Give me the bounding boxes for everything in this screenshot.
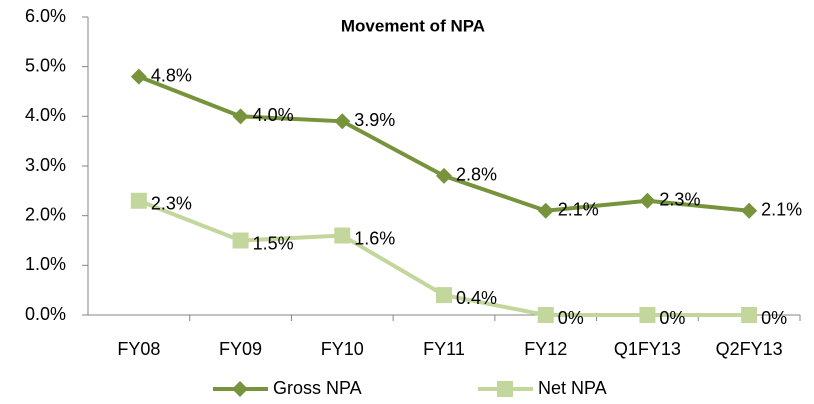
data-point bbox=[232, 232, 249, 249]
data-label: 2.1% bbox=[558, 199, 599, 219]
data-point bbox=[334, 113, 351, 130]
data-label: 4.8% bbox=[151, 65, 192, 85]
data-label: 2.3% bbox=[151, 194, 192, 214]
legend-marker bbox=[497, 381, 513, 397]
legend-marker bbox=[232, 381, 248, 397]
data-label: 2.3% bbox=[659, 190, 700, 210]
x-tick-label: FY12 bbox=[524, 339, 567, 359]
data-point bbox=[232, 108, 249, 125]
x-tick-label: FY10 bbox=[321, 339, 364, 359]
data-label: 0% bbox=[558, 308, 584, 328]
data-point bbox=[741, 202, 758, 219]
legend-label: Net NPA bbox=[538, 378, 607, 398]
series-line bbox=[138, 74, 750, 213]
data-label: 1.6% bbox=[354, 228, 395, 248]
data-point bbox=[639, 307, 656, 323]
data-point bbox=[537, 202, 554, 219]
data-label: 2.1% bbox=[761, 199, 802, 219]
data-label: 1.5% bbox=[253, 233, 294, 253]
legend-label: Gross NPA bbox=[273, 378, 362, 398]
x-tick-label: FY08 bbox=[117, 339, 160, 359]
y-tick-label: 3.0% bbox=[25, 155, 66, 175]
x-tick-label: Q2FY13 bbox=[716, 339, 783, 359]
data-label: 2.8% bbox=[456, 165, 497, 185]
data-point bbox=[741, 307, 758, 323]
data-label: 0% bbox=[659, 308, 685, 328]
data-point bbox=[130, 192, 147, 209]
y-tick-label: 6.0% bbox=[25, 6, 66, 26]
data-label: 0.4% bbox=[456, 288, 497, 308]
data-point bbox=[130, 68, 147, 85]
y-tick-label: 0.0% bbox=[25, 304, 66, 324]
y-tick-label: 1.0% bbox=[25, 254, 66, 274]
chart-title: Movement of NPA bbox=[341, 16, 485, 35]
x-tick-label: Q1FY13 bbox=[614, 339, 681, 359]
data-label: 4.0% bbox=[253, 105, 294, 125]
x-tick-label: FY09 bbox=[219, 339, 262, 359]
data-point bbox=[436, 167, 452, 184]
y-tick-label: 5.0% bbox=[25, 55, 66, 75]
y-tick-label: 2.0% bbox=[25, 204, 66, 224]
data-point bbox=[537, 307, 554, 323]
data-point bbox=[436, 287, 452, 304]
data-point bbox=[334, 227, 351, 244]
x-tick-label: FY11 bbox=[423, 339, 465, 359]
data-point bbox=[639, 192, 656, 209]
data-label: 3.9% bbox=[354, 110, 395, 130]
y-tick-label: 4.0% bbox=[25, 105, 66, 125]
data-label: 0% bbox=[761, 308, 787, 328]
